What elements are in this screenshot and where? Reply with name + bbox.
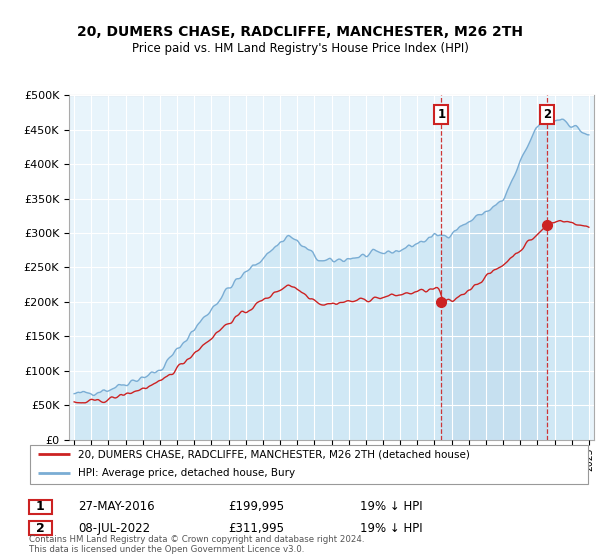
Text: 1: 1 bbox=[437, 108, 445, 121]
Text: 2: 2 bbox=[36, 521, 44, 535]
Text: 1: 1 bbox=[36, 500, 44, 514]
Text: 2: 2 bbox=[543, 108, 551, 121]
Text: Contains HM Land Registry data © Crown copyright and database right 2024.
This d: Contains HM Land Registry data © Crown c… bbox=[29, 535, 364, 554]
Text: 08-JUL-2022: 08-JUL-2022 bbox=[78, 521, 150, 535]
Text: 20, DUMERS CHASE, RADCLIFFE, MANCHESTER, M26 2TH: 20, DUMERS CHASE, RADCLIFFE, MANCHESTER,… bbox=[77, 25, 523, 39]
Text: 27-MAY-2016: 27-MAY-2016 bbox=[78, 500, 155, 514]
Text: 19% ↓ HPI: 19% ↓ HPI bbox=[360, 500, 422, 514]
Text: HPI: Average price, detached house, Bury: HPI: Average price, detached house, Bury bbox=[78, 468, 295, 478]
Text: £311,995: £311,995 bbox=[228, 521, 284, 535]
Text: Price paid vs. HM Land Registry's House Price Index (HPI): Price paid vs. HM Land Registry's House … bbox=[131, 42, 469, 55]
Text: 20, DUMERS CHASE, RADCLIFFE, MANCHESTER, M26 2TH (detached house): 20, DUMERS CHASE, RADCLIFFE, MANCHESTER,… bbox=[78, 449, 470, 459]
FancyBboxPatch shape bbox=[30, 445, 589, 484]
Text: £199,995: £199,995 bbox=[228, 500, 284, 514]
Text: 19% ↓ HPI: 19% ↓ HPI bbox=[360, 521, 422, 535]
